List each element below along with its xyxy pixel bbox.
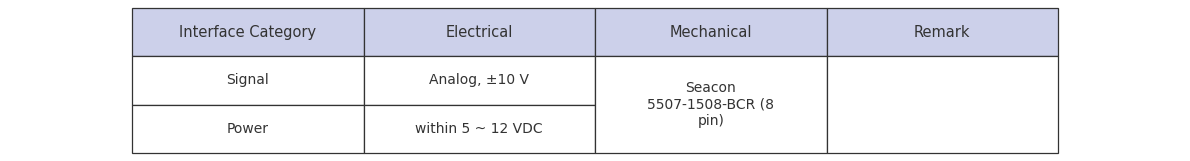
Text: Mechanical: Mechanical (670, 24, 752, 39)
Text: Signal: Signal (226, 73, 269, 87)
Bar (827, 8, 1058, 56)
Text: Analog, ±10 V: Analog, ±10 V (430, 73, 530, 87)
Bar (363, 104, 595, 153)
Bar (827, 56, 1058, 153)
Bar (132, 56, 363, 104)
Text: Remark: Remark (914, 24, 971, 39)
Text: Seacon
5507-1508-BCR (8
pin): Seacon 5507-1508-BCR (8 pin) (647, 81, 775, 128)
Bar (595, 56, 827, 153)
Text: Interface Category: Interface Category (180, 24, 317, 39)
Bar (363, 56, 595, 104)
Bar (595, 8, 827, 56)
Text: Electrical: Electrical (445, 24, 513, 39)
Text: within 5 ~ 12 VDC: within 5 ~ 12 VDC (415, 122, 543, 136)
Bar (132, 104, 363, 153)
Text: Power: Power (227, 122, 269, 136)
Bar (363, 8, 595, 56)
Bar (132, 8, 363, 56)
